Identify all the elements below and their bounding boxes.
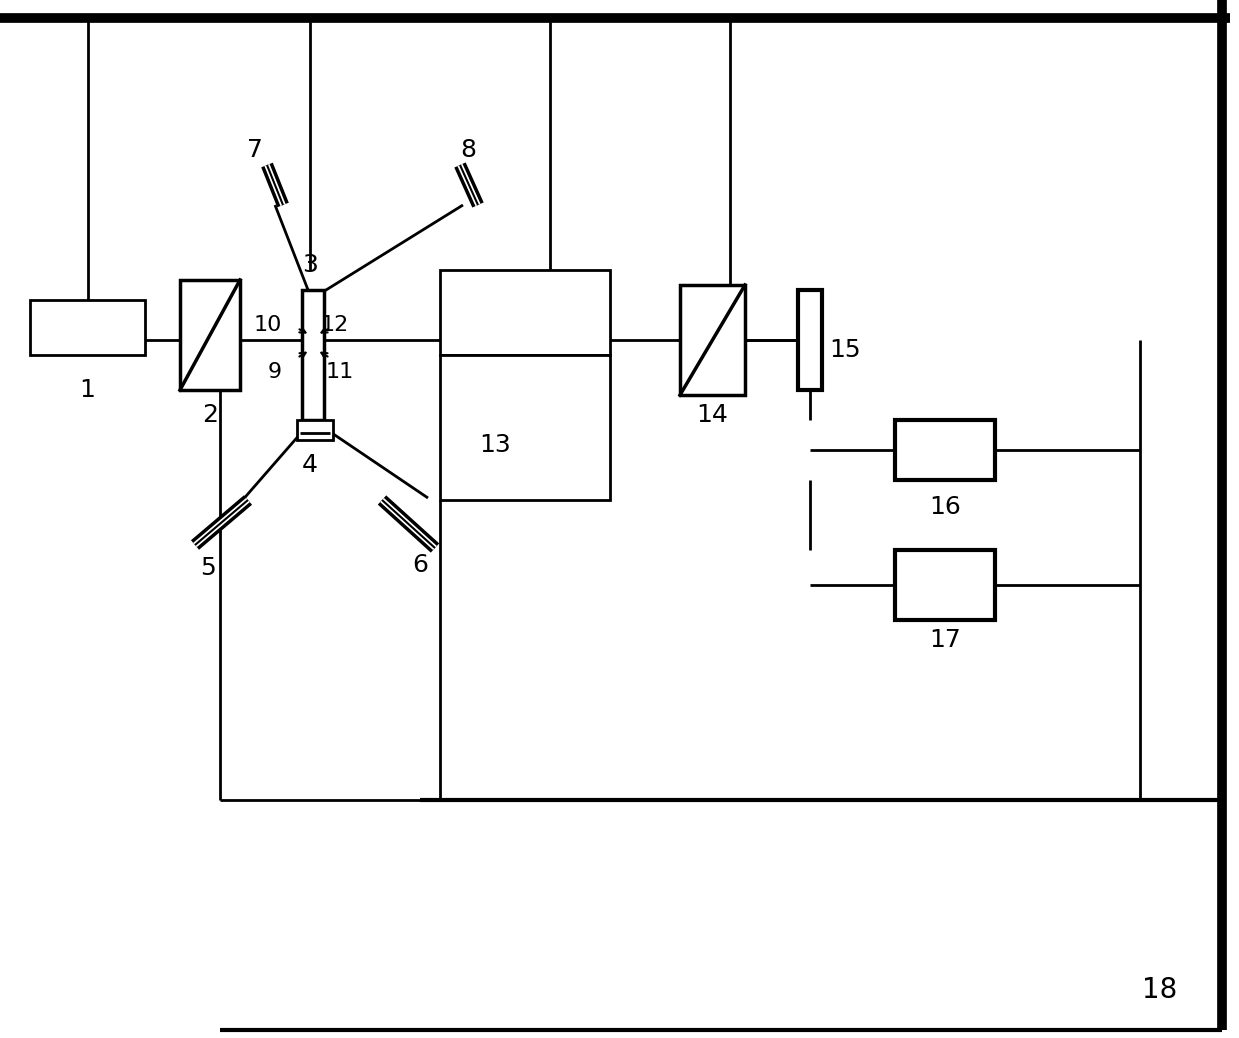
Text: 7: 7 (247, 138, 263, 162)
Bar (180, 280, 240, 390)
Text: 9: 9 (268, 362, 282, 382)
Text: 18: 18 (1142, 976, 1177, 1004)
Bar (297, 420, 333, 440)
Text: 8: 8 (460, 138, 476, 162)
Bar (30, 300, 145, 355)
Text: 12: 12 (321, 315, 349, 335)
Text: 5: 5 (201, 556, 216, 580)
Text: 1: 1 (79, 378, 95, 402)
Text: 2: 2 (202, 403, 218, 427)
Text: 10: 10 (254, 315, 282, 335)
Bar (440, 355, 610, 500)
Text: 6: 6 (413, 553, 427, 577)
Bar (798, 290, 821, 390)
Bar (302, 290, 325, 420)
Text: 4: 4 (302, 453, 318, 477)
Text: 15: 15 (829, 338, 861, 362)
Bar (895, 420, 995, 480)
Text: 13: 13 (479, 433, 510, 457)
Bar (440, 270, 610, 355)
Bar (895, 550, 995, 620)
Text: 17: 17 (929, 628, 961, 652)
Text: 3: 3 (302, 253, 318, 277)
Text: 14: 14 (696, 403, 729, 427)
Bar (680, 285, 745, 395)
Text: 11: 11 (326, 362, 354, 382)
Text: 16: 16 (929, 495, 961, 519)
